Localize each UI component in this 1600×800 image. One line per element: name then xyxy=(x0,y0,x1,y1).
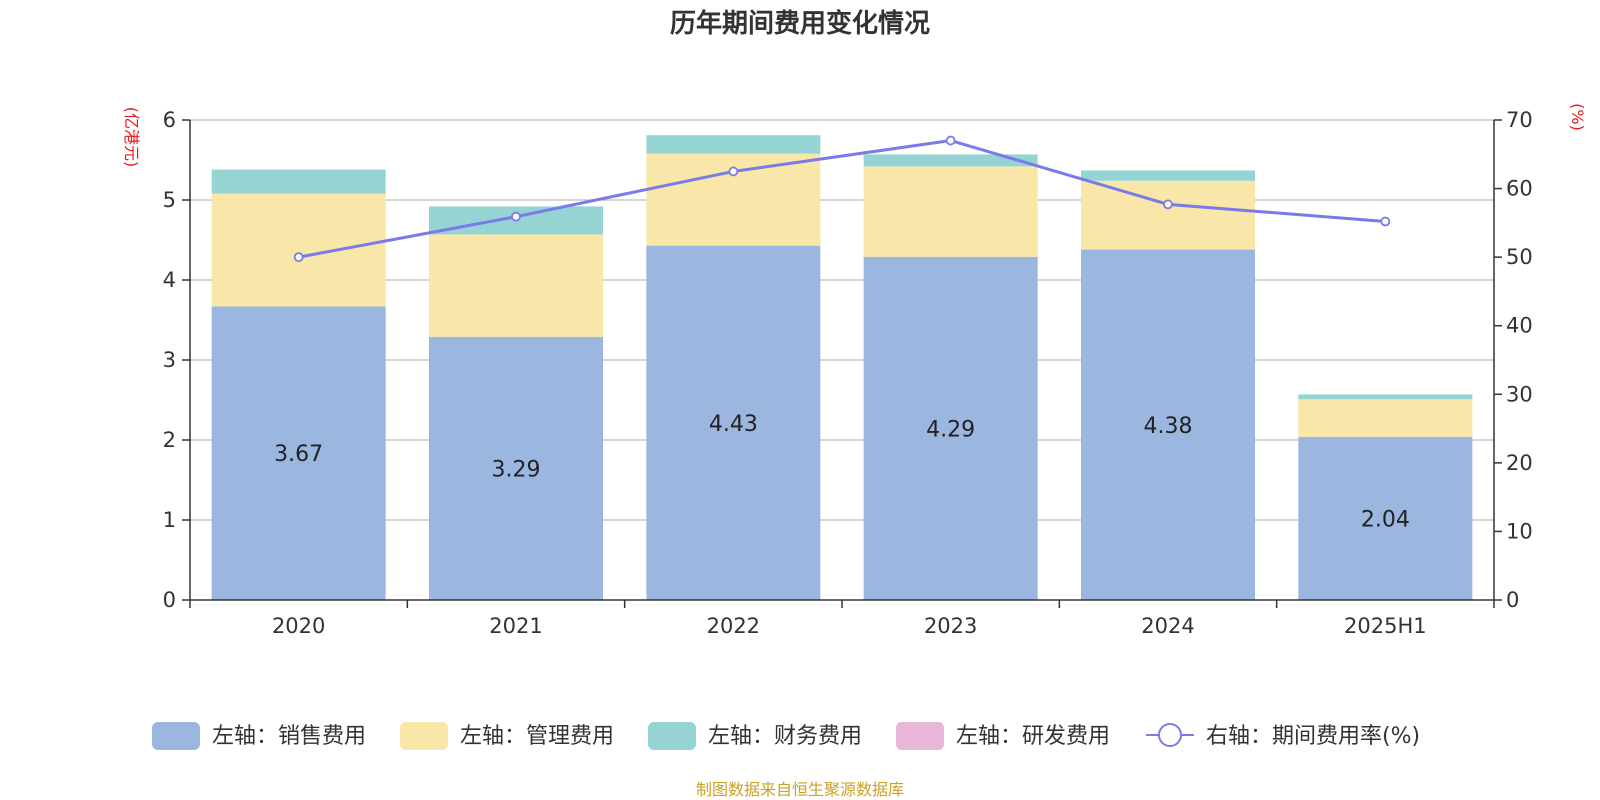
right-tick-label: 10 xyxy=(1506,519,1533,543)
rate-point xyxy=(293,252,304,263)
bar-value-label: 2.04 xyxy=(1361,507,1410,532)
legend-label: 左轴：财务费用 xyxy=(708,724,862,749)
bar-segment xyxy=(1298,394,1473,400)
bar-value-label: 3.29 xyxy=(492,457,541,482)
right-axis-unit: (%) xyxy=(1568,103,1587,131)
gridlines xyxy=(190,119,1494,521)
bar-segment xyxy=(863,154,1038,167)
left-tick-label: 5 xyxy=(163,188,176,212)
left-tick-label: 1 xyxy=(163,508,176,532)
legend-marker xyxy=(1158,723,1182,747)
x-tick-label: 2025H1 xyxy=(1344,614,1427,638)
bar-segment xyxy=(646,135,821,154)
bar-segment xyxy=(211,169,386,194)
rate-point xyxy=(945,135,956,146)
bar-segment xyxy=(429,234,603,337)
bar-segment xyxy=(211,193,386,307)
left-tick-label: 0 xyxy=(163,588,176,612)
bar-value-label: 4.38 xyxy=(1144,414,1193,439)
left-tick-label: 4 xyxy=(163,268,176,292)
right-tick-label: 0 xyxy=(1506,588,1519,612)
rate-point xyxy=(1163,199,1173,210)
bar-series: 3.67 3.29 4.43 4.29 4.38 2.04 xyxy=(211,135,1473,600)
x-tick-label: 2021 xyxy=(489,614,542,638)
legend-swatch xyxy=(152,722,200,750)
bar-segment xyxy=(646,245,821,600)
bar-segment xyxy=(863,166,1038,257)
rate-line-series xyxy=(293,135,1391,263)
legend-swatch xyxy=(896,722,944,750)
rate-point xyxy=(511,211,521,222)
legend-label: 右轴：期间费用率(%) xyxy=(1206,724,1420,749)
bar-segment xyxy=(211,306,386,600)
right-tick-label: 20 xyxy=(1506,451,1533,475)
x-tick-label: 2023 xyxy=(924,614,977,638)
right-tick-label: 40 xyxy=(1506,314,1533,338)
rate-point xyxy=(1380,216,1391,227)
rate-point xyxy=(728,166,739,177)
rate-line xyxy=(298,139,1386,259)
left-axis-unit: (亿港元) xyxy=(122,107,141,168)
bar-segment xyxy=(1298,436,1473,600)
bar-segment xyxy=(1081,180,1255,250)
legend-label: 左轴：管理费用 xyxy=(460,724,614,749)
bar-value-label: 4.43 xyxy=(709,412,758,437)
right-tick-label: 70 xyxy=(1506,108,1533,132)
right-tick-label: 50 xyxy=(1506,245,1533,269)
legend-swatch xyxy=(648,722,696,750)
right-tick-label: 60 xyxy=(1506,177,1533,201)
legend-label: 左轴：销售费用 xyxy=(212,724,366,749)
legend-label: 左轴：研发费用 xyxy=(956,724,1110,749)
left-tick-label: 6 xyxy=(163,108,176,132)
right-tick-label: 30 xyxy=(1506,382,1533,406)
bar-segment xyxy=(1081,249,1255,600)
legend-swatch xyxy=(400,722,448,750)
left-tick-label: 2 xyxy=(163,428,176,452)
bar-segment xyxy=(1081,170,1255,181)
bar-segment xyxy=(863,256,1038,600)
bar-value-label: 3.67 xyxy=(274,442,323,467)
left-tick-label: 3 xyxy=(163,348,176,372)
bar-segment xyxy=(429,336,603,600)
data-source: 制图数据来自恒生聚源数据库 xyxy=(696,780,904,799)
bar-value-label: 4.29 xyxy=(926,417,975,442)
bar-segment xyxy=(1298,399,1473,437)
x-tick-label: 2020 xyxy=(272,614,325,638)
x-tick-label: 2022 xyxy=(707,614,760,638)
chart-title: 历年期间费用变化情况 xyxy=(670,8,930,39)
legend: 左轴：销售费用 左轴：管理费用 左轴：财务费用 左轴：研发费用 右轴：期间费用率(%) xyxy=(152,722,1420,750)
x-tick-label: 2024 xyxy=(1141,614,1194,638)
